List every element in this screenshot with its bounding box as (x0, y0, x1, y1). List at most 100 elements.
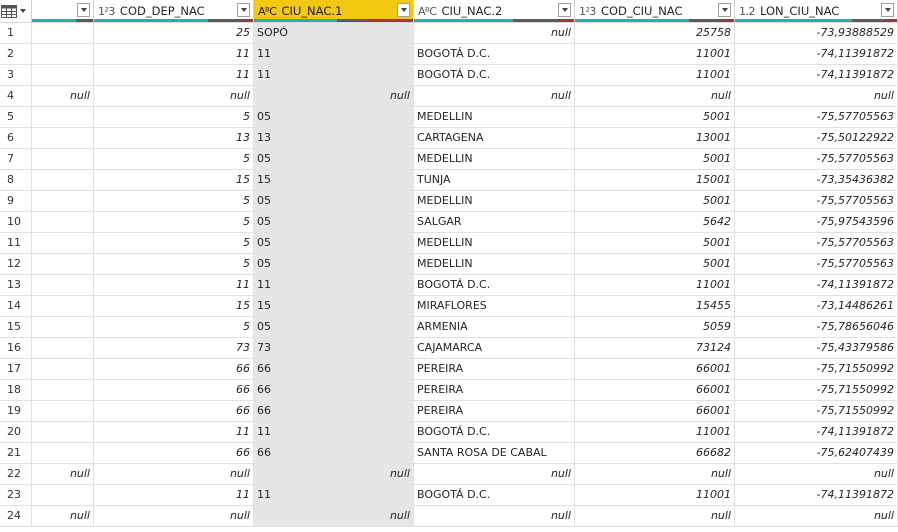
table-cell[interactable]: 66001 (575, 380, 735, 401)
filter-dropdown-button[interactable] (397, 3, 410, 17)
column-header-ciu-nac-2[interactable]: AᴮC CIU_NAC.2 (414, 0, 575, 22)
table-cell[interactable]: 73 (254, 338, 414, 359)
table-cell[interactable]: 11 (94, 275, 254, 296)
table-cell[interactable]: MEDELLIN (414, 233, 575, 254)
table-cell[interactable]: CARTAGENA (414, 128, 575, 149)
table-cell[interactable]: SANTA ROSA DE CABAL (414, 443, 575, 464)
table-cell[interactable]: SOPÓ (254, 23, 414, 44)
table-cell[interactable]: BOGOTÁ D.C. (414, 65, 575, 86)
table-cell[interactable] (32, 401, 94, 422)
table-cell[interactable]: 5 (94, 233, 254, 254)
table-cell[interactable]: null (575, 464, 735, 485)
table-cell[interactable]: ARMENIA (414, 317, 575, 338)
table-cell[interactable]: 15 (254, 170, 414, 191)
table-cell[interactable]: 5 (94, 254, 254, 275)
table-cell[interactable]: BOGOTÁ D.C. (414, 485, 575, 506)
table-cell[interactable]: MEDELLIN (414, 149, 575, 170)
table-cell[interactable]: CAJAMARCA (414, 338, 575, 359)
table-cell[interactable]: 13 (94, 128, 254, 149)
table-cell[interactable] (32, 149, 94, 170)
table-cell[interactable]: 66 (94, 359, 254, 380)
table-cell[interactable]: 11 (254, 65, 414, 86)
table-cell[interactable]: 11001 (575, 275, 735, 296)
table-cell[interactable]: 05 (254, 233, 414, 254)
table-cell[interactable]: 5 (94, 107, 254, 128)
table-cell[interactable]: 05 (254, 191, 414, 212)
table-cell[interactable]: PEREIRA (414, 359, 575, 380)
table-cell[interactable]: 66 (254, 380, 414, 401)
table-cell[interactable]: 66 (254, 401, 414, 422)
table-cell[interactable]: -73,93888529 (735, 23, 898, 44)
table-cell[interactable]: null (32, 464, 94, 485)
table-cell[interactable] (32, 359, 94, 380)
table-cell[interactable] (32, 380, 94, 401)
table-cell[interactable]: 15455 (575, 296, 735, 317)
table-cell[interactable] (32, 44, 94, 65)
table-cell[interactable]: 5642 (575, 212, 735, 233)
column-header-unnamed[interactable] (32, 0, 94, 22)
table-cell[interactable]: null (575, 506, 735, 527)
table-cell[interactable]: 25758 (575, 23, 735, 44)
table-cell[interactable]: -75,97543596 (735, 212, 898, 233)
table-cell[interactable]: 73124 (575, 338, 735, 359)
table-cell[interactable]: 5 (94, 317, 254, 338)
filter-dropdown-button[interactable] (237, 3, 250, 17)
table-cell[interactable]: 05 (254, 107, 414, 128)
table-cell[interactable]: -74,11391872 (735, 275, 898, 296)
table-cell[interactable]: null (735, 464, 898, 485)
column-header-lon-ciu-nac[interactable]: 1.2 LON_CIU_NAC (735, 0, 898, 22)
table-cell[interactable] (32, 65, 94, 86)
table-cell[interactable]: null (254, 86, 414, 107)
table-cell[interactable]: null (32, 86, 94, 107)
table-cell[interactable]: null (735, 86, 898, 107)
table-cell[interactable]: -75,57705563 (735, 254, 898, 275)
table-menu-button[interactable] (0, 0, 32, 22)
table-cell[interactable]: 73 (94, 338, 254, 359)
table-cell[interactable]: 15001 (575, 170, 735, 191)
table-cell[interactable]: 11001 (575, 65, 735, 86)
data-type-icon[interactable]: 1²3 (98, 4, 115, 18)
table-cell[interactable]: -75,57705563 (735, 149, 898, 170)
table-cell[interactable] (32, 254, 94, 275)
table-cell[interactable]: 15 (94, 296, 254, 317)
table-cell[interactable] (32, 191, 94, 212)
table-cell[interactable]: -75,78656046 (735, 317, 898, 338)
data-type-icon[interactable]: 1.2 (739, 4, 756, 18)
table-cell[interactable] (32, 296, 94, 317)
column-header-cod-ciu-nac[interactable]: 1²3 COD_CIU_NAC (575, 0, 735, 22)
table-cell[interactable] (32, 338, 94, 359)
table-cell[interactable]: 66 (94, 443, 254, 464)
table-cell[interactable] (32, 443, 94, 464)
table-cell[interactable]: 5 (94, 212, 254, 233)
table-cell[interactable]: 13001 (575, 128, 735, 149)
table-cell[interactable]: MIRAFLORES (414, 296, 575, 317)
table-cell[interactable]: 05 (254, 149, 414, 170)
table-cell[interactable]: -74,11391872 (735, 65, 898, 86)
table-cell[interactable] (32, 23, 94, 44)
table-cell[interactable]: 5 (94, 149, 254, 170)
data-type-icon[interactable]: AᴮC (418, 4, 437, 18)
table-cell[interactable]: 66 (94, 401, 254, 422)
table-cell[interactable] (32, 170, 94, 191)
table-cell[interactable]: 11 (254, 275, 414, 296)
table-cell[interactable]: 66001 (575, 359, 735, 380)
table-cell[interactable]: -73,14486261 (735, 296, 898, 317)
table-cell[interactable]: null (414, 464, 575, 485)
table-cell[interactable]: null (414, 86, 575, 107)
table-cell[interactable]: 5 (94, 191, 254, 212)
table-cell[interactable]: null (254, 464, 414, 485)
table-cell[interactable]: null (94, 86, 254, 107)
table-cell[interactable]: null (94, 464, 254, 485)
table-cell[interactable]: -75,57705563 (735, 233, 898, 254)
table-cell[interactable]: 15 (254, 296, 414, 317)
table-cell[interactable]: -75,62407439 (735, 443, 898, 464)
table-cell[interactable]: 66 (254, 359, 414, 380)
data-type-icon[interactable]: 1²3 (579, 4, 596, 18)
table-cell[interactable]: 5001 (575, 191, 735, 212)
column-header-ciu-nac-1[interactable]: AᴮC CIU_NAC.1 (254, 0, 414, 22)
table-cell[interactable] (32, 128, 94, 149)
table-cell[interactable]: 5001 (575, 233, 735, 254)
table-cell[interactable] (32, 233, 94, 254)
table-cell[interactable]: -75,50122922 (735, 128, 898, 149)
table-cell[interactable]: null (94, 506, 254, 527)
